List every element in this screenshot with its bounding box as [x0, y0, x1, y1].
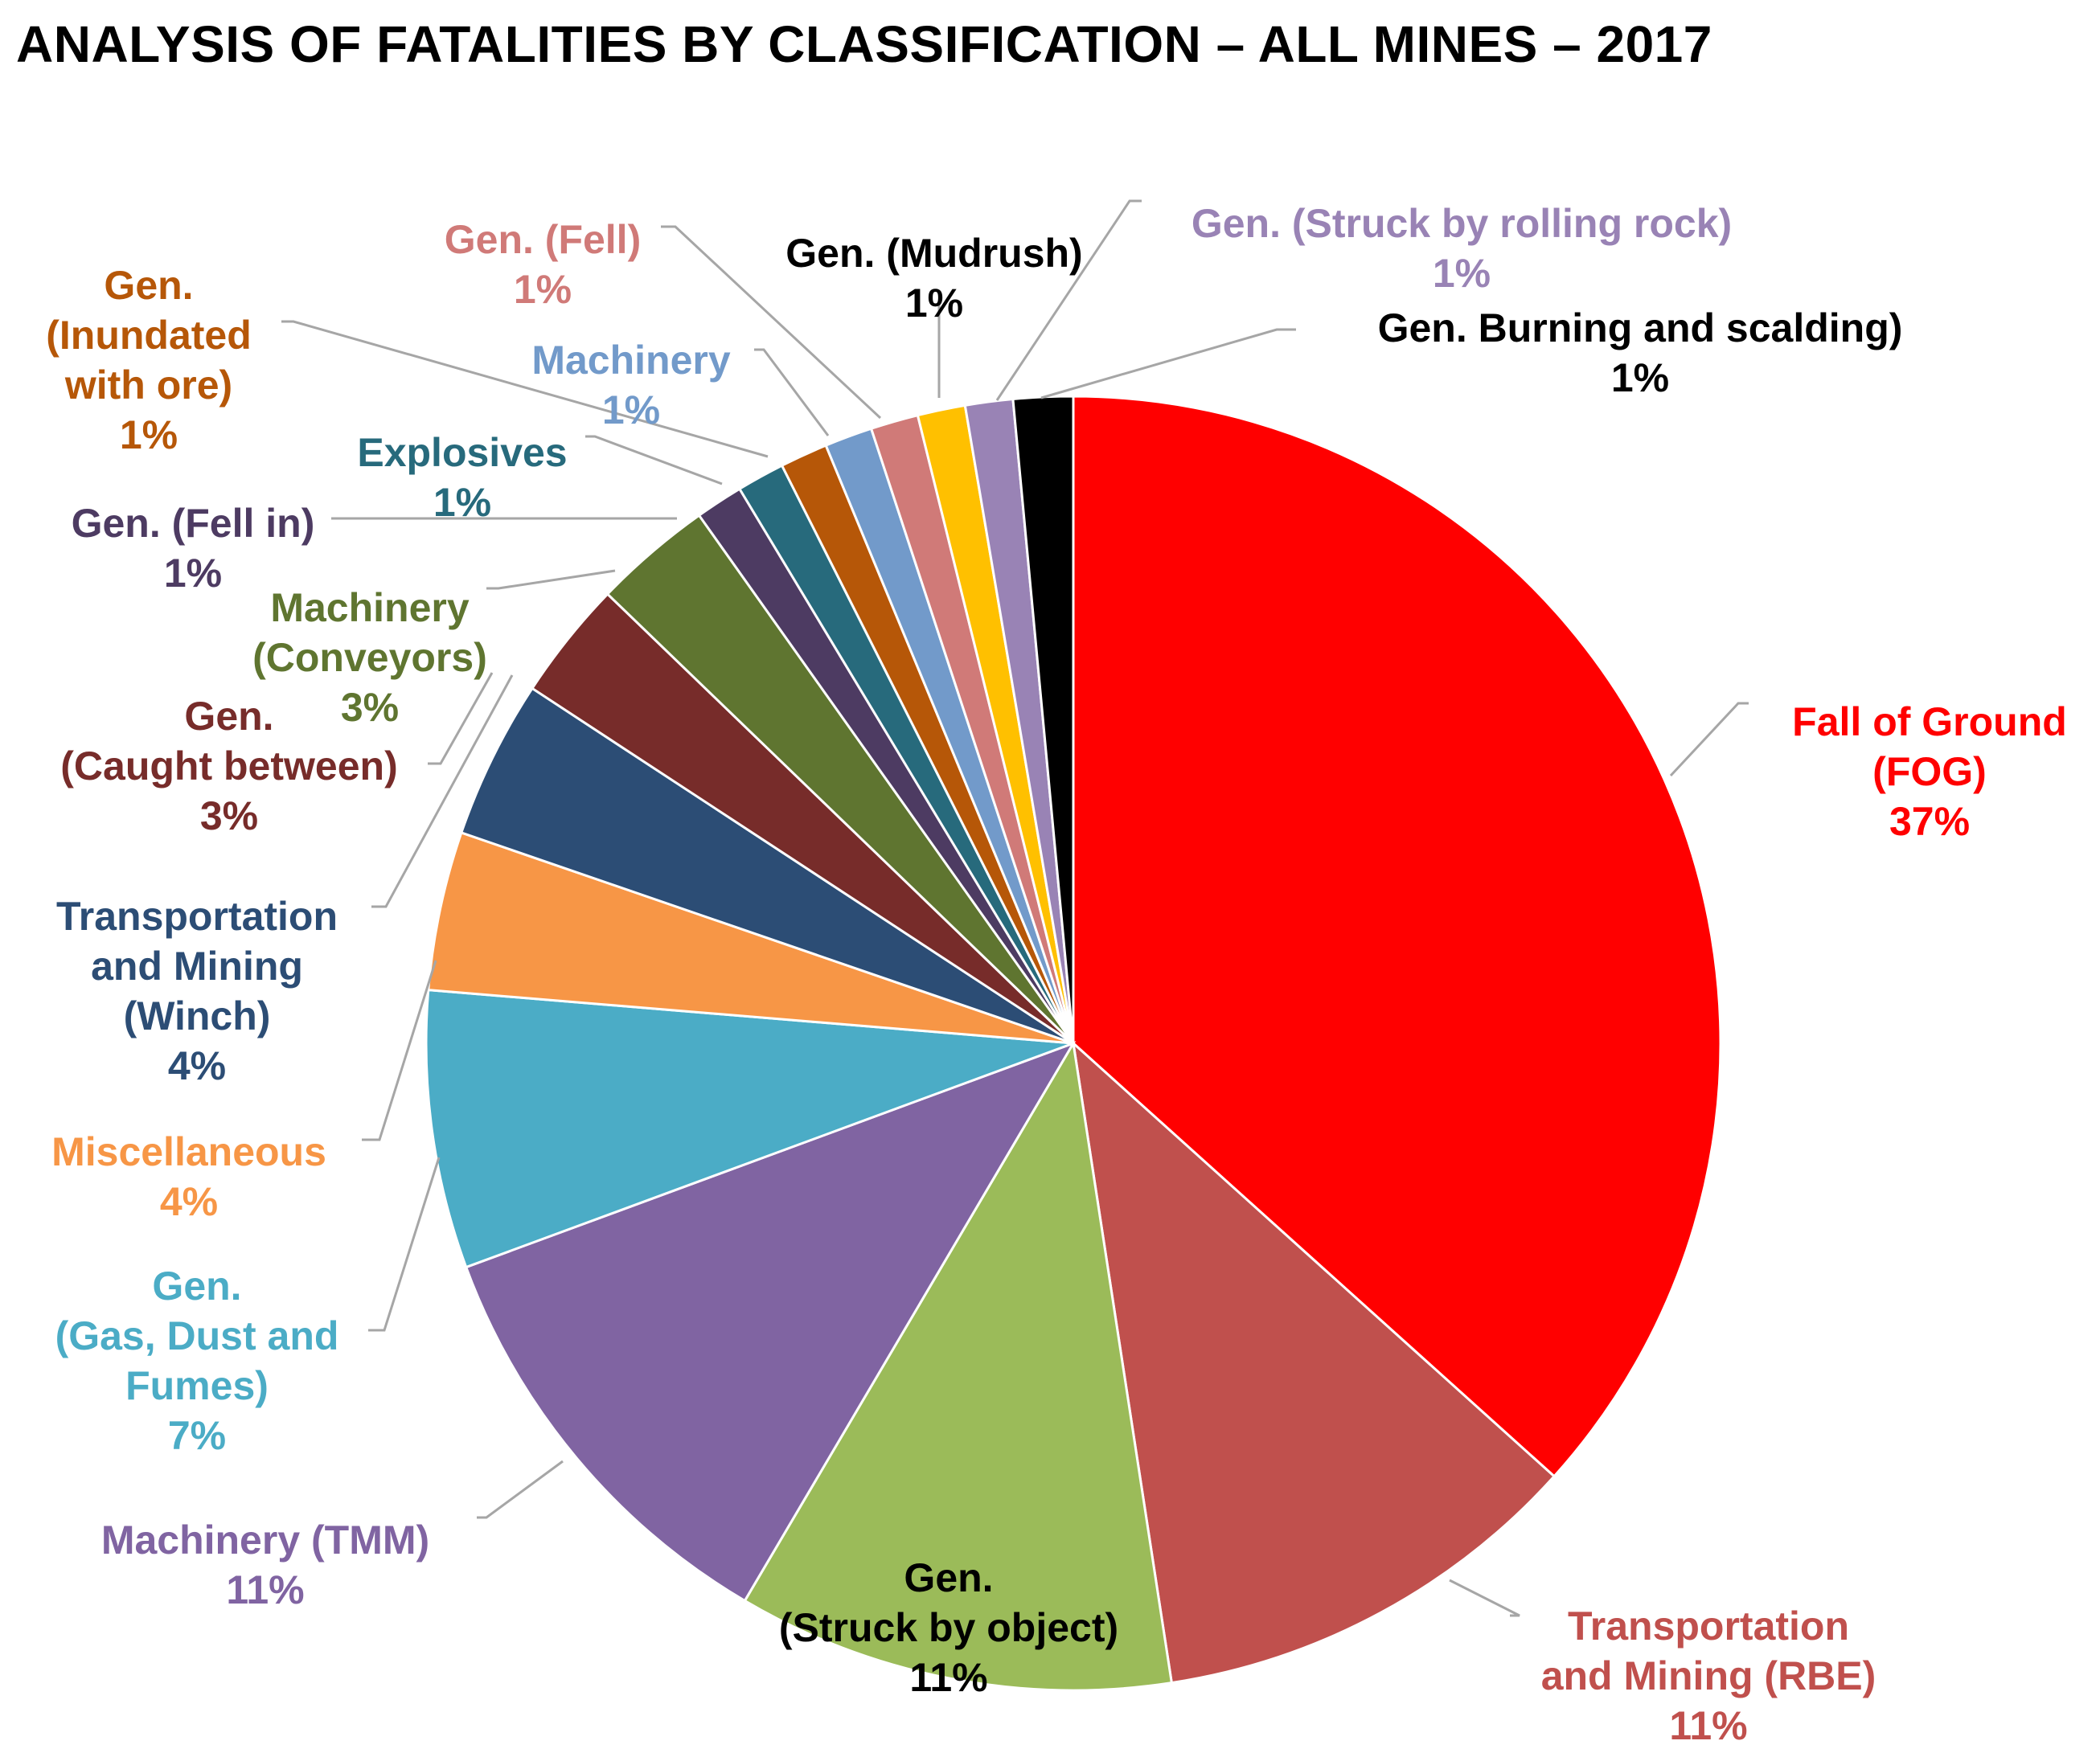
slice-name-line: (Struck by object)	[779, 1605, 1118, 1650]
pie-slice-machinery-tmm	[464, 1041, 1077, 1603]
leader-line-gen-gas	[368, 1157, 441, 1332]
slice-percent: 4%	[160, 1179, 218, 1224]
pie-slice-gen-struck-object	[743, 1039, 1174, 1692]
slice-name-line: Gen. (Fell)	[445, 217, 641, 262]
leader-line-gen-rolling-rock	[995, 199, 1142, 401]
slice-label-fog: Fall of Ground (FOG) 37%	[1792, 699, 2067, 844]
slice-label-gen-burning: Gen. Burning and scalding) 1%	[1378, 305, 1903, 400]
slice-name-line: Machinery	[270, 585, 470, 630]
slice-name-line: Gen.	[152, 1264, 241, 1309]
slice-percent: 1%	[514, 267, 572, 312]
slice-percent: 3%	[341, 685, 399, 730]
slice-label-gen-caught: Gen. (Caught between) 3%	[60, 694, 397, 838]
slice-label-machinery-conveyors: Machinery (Conveyors) 3%	[252, 585, 487, 730]
slice-name-line: (Conveyors)	[252, 635, 487, 680]
slice-name-line: Machinery	[531, 338, 731, 383]
slice-percent: 11%	[226, 1567, 304, 1612]
slice-name-line: and Mining (RBE)	[1541, 1653, 1876, 1698]
slice-name-line: Miscellaneous	[51, 1129, 326, 1174]
slice-name-line: Fall of Ground	[1792, 699, 2067, 744]
slice-name-line: Transportation	[56, 894, 338, 939]
slice-label-gen-inundated: Gen. (Inundated with ore) 1%	[46, 263, 252, 457]
slice-name-line: (FOG)	[1872, 749, 1987, 794]
slice-percent: 1%	[1433, 251, 1491, 296]
slice-name-line: Transportation	[1568, 1604, 1849, 1649]
slice-percent: 7%	[168, 1413, 226, 1458]
slice-label-gen-rolling-rock: Gen. (Struck by rolling rock) 1%	[1192, 201, 1732, 296]
slice-label-gen-mudrush: Gen. (Mudrush) 1%	[785, 231, 1082, 326]
leader-line-tm-winch	[371, 674, 514, 908]
leader-line-machinery-conveyors	[486, 569, 616, 590]
slice-name-line: Gen.	[104, 263, 193, 308]
slice-name-line: Gen.	[904, 1555, 993, 1600]
slice-percent: 1%	[905, 281, 963, 326]
slice-name-line: Machinery (TMM)	[101, 1518, 429, 1563]
slice-percent: 1%	[433, 480, 491, 525]
leader-line-gen-burning	[1040, 328, 1296, 399]
leader-lines	[281, 199, 1749, 1617]
slice-label-gen-fell-in: Gen. (Fell in) 1%	[72, 501, 315, 596]
slice-percent: 11%	[1669, 1703, 1747, 1748]
slice-percent: 1%	[164, 551, 222, 596]
leader-line-explosives	[585, 435, 723, 485]
slice-percent: 3%	[200, 793, 258, 838]
pie-slice-tm-rbe	[1071, 1040, 1557, 1685]
slice-name-line: Fumes)	[125, 1363, 269, 1408]
slice-name-line: Gen. Burning and scalding)	[1378, 305, 1903, 350]
pie-slice-tm-winch	[459, 686, 1074, 1045]
slice-label-misc: Miscellaneous 4%	[51, 1129, 326, 1224]
slice-name-line: Gen. (Struck by rolling rock)	[1192, 201, 1732, 246]
leader-line-gen-fell	[661, 225, 882, 420]
leader-line-misc	[362, 960, 437, 1141]
slice-label-gen-gas: Gen. (Gas, Dust and Fumes) 7%	[55, 1264, 339, 1458]
leader-line-machinery-tmm	[477, 1460, 564, 1519]
chart-title: ANALYSIS OF FATALITIES BY CLASSIFICATION…	[16, 15, 1712, 73]
slice-name-line: (Gas, Dust and	[55, 1313, 339, 1358]
slice-name-line: Gen. (Mudrush)	[785, 231, 1082, 276]
leader-line-tm-rbe	[1449, 1579, 1520, 1617]
slice-percent: 4%	[168, 1043, 226, 1088]
slice-percent: 1%	[1611, 355, 1669, 400]
slice-label-machinery: Machinery 1%	[531, 338, 731, 432]
slice-name-line: (Caught between)	[60, 743, 397, 788]
slice-name-line: Gen.	[184, 694, 273, 739]
slice-name-line: and Mining	[91, 944, 303, 989]
slice-percent: 11%	[909, 1655, 987, 1700]
slice-name-line: (Winch)	[124, 993, 271, 1038]
slice-percent: 1%	[602, 387, 660, 432]
leader-line-fog	[1669, 702, 1749, 777]
slice-labels: Fall of Ground (FOG) 37%Transportation and …	[46, 201, 2067, 1748]
slice-name-line: Explosives	[357, 430, 567, 475]
slice-label-machinery-tmm: Machinery (TMM) 11%	[101, 1518, 429, 1612]
slice-name-line: (Inundated	[46, 313, 252, 358]
slice-label-explosives: Explosives 1%	[357, 430, 567, 525]
leader-line-gen-inundated	[281, 320, 769, 458]
pie-slice-gen-gas	[425, 989, 1074, 1269]
slice-name-line: with ore)	[64, 362, 232, 408]
slice-name-line: Gen. (Fell in)	[72, 501, 315, 546]
slice-label-gen-fell: Gen. (Fell) 1%	[445, 217, 641, 312]
slice-label-gen-struck-object: Gen. (Struck by object) 11%	[779, 1555, 1118, 1700]
pie-slices	[425, 395, 1722, 1692]
slice-percent: 37%	[1889, 799, 1970, 844]
pie-slice-fog	[1072, 395, 1722, 1478]
slice-percent: 1%	[120, 412, 178, 457]
leader-line-gen-caught	[428, 672, 494, 765]
slice-label-tm-rbe: Transportation and Mining (RBE) 11%	[1541, 1604, 1876, 1748]
leader-line-machinery	[754, 348, 830, 436]
slice-label-tm-winch: Transportation and Mining (Winch) 4%	[56, 894, 338, 1088]
